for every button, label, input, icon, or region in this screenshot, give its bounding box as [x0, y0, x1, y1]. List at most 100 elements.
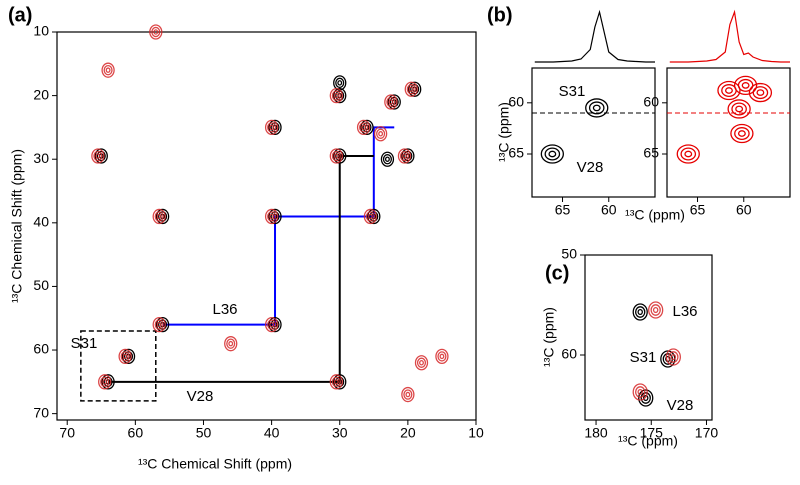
peak-contour	[640, 392, 651, 404]
y-tick-label: 60	[508, 94, 524, 110]
peak-contour	[103, 64, 113, 76]
peak-contour	[270, 319, 280, 330]
peak-contour	[548, 150, 557, 158]
peak-contour	[389, 96, 399, 108]
peak-contour	[635, 306, 646, 318]
projection-trace	[534, 9, 655, 63]
peak	[224, 336, 238, 352]
peak-contour	[359, 122, 369, 133]
y-tick-label: 60	[643, 94, 659, 110]
peak	[329, 87, 343, 104]
peak	[333, 87, 347, 104]
peak-contour	[365, 211, 375, 222]
peak-contour	[269, 213, 275, 220]
peak-contour	[270, 122, 280, 133]
peak-contour	[228, 340, 234, 347]
peak	[152, 316, 166, 333]
peak-contour	[270, 211, 280, 222]
peak-contour	[399, 150, 410, 162]
peak	[727, 99, 751, 119]
y-tick-label: 65	[508, 145, 524, 161]
peak-contour	[103, 376, 113, 388]
y-tick-label: 10	[33, 23, 49, 39]
peak-contour	[382, 154, 392, 165]
peak	[397, 148, 412, 164]
peak	[356, 119, 371, 136]
peak-contour	[151, 26, 161, 38]
y-tick-label: 30	[33, 150, 49, 166]
peak	[367, 208, 381, 225]
peak-contour	[752, 86, 769, 100]
x-tick-label: 20	[400, 425, 416, 441]
peak-contour	[105, 67, 111, 73]
peak	[152, 208, 166, 225]
x-tick-label: 10	[468, 425, 484, 441]
peak-contour	[120, 351, 130, 362]
peak-contour	[269, 321, 275, 328]
peak	[155, 208, 170, 225]
plot-frame	[56, 31, 477, 421]
peak-label: S31	[559, 83, 586, 100]
panel-label: (b)	[487, 4, 513, 26]
peak-label: L36	[672, 303, 697, 320]
plot-frame	[666, 67, 791, 198]
peak-contour	[734, 127, 750, 141]
peak-contour	[335, 77, 345, 89]
peak-contour	[100, 376, 110, 388]
x-tick-label: 65	[555, 202, 571, 218]
x-tick-label: 30	[332, 425, 348, 441]
x-axis-label: ¹³C (ppm)	[625, 207, 685, 223]
peak-contour	[637, 388, 643, 396]
peak-contour	[153, 29, 159, 35]
peak	[101, 374, 115, 390]
peak-contour	[367, 213, 373, 220]
peak-contour	[378, 131, 384, 137]
peak-contour	[403, 150, 413, 162]
peak	[717, 80, 741, 101]
peak-contour	[637, 308, 643, 316]
peak	[329, 148, 343, 164]
peak-contour	[384, 156, 390, 162]
peak-contour	[102, 379, 108, 385]
x-tick-label: 40	[264, 425, 280, 441]
peak-contour	[408, 86, 414, 92]
peak	[121, 348, 136, 365]
peak-contour	[267, 211, 277, 222]
peak-contour	[741, 82, 750, 89]
peak-contour	[588, 101, 605, 115]
panel-label: (a)	[8, 4, 32, 26]
peak-contour	[652, 306, 659, 314]
peak-contour	[592, 104, 601, 112]
peak-contour	[416, 357, 427, 368]
peak-contour	[635, 386, 646, 398]
peak-contour	[337, 80, 343, 86]
y-tick-label: 60	[561, 346, 577, 362]
x-axis-label: ¹³C (ppm)	[618, 433, 678, 449]
peak	[149, 24, 163, 40]
peak-contour	[331, 150, 341, 162]
peak	[676, 144, 700, 164]
peak	[748, 82, 773, 103]
peak	[665, 348, 681, 366]
x-tick-label: 175	[640, 425, 664, 441]
peak-contour	[402, 153, 407, 159]
peak-contour	[544, 147, 561, 161]
peak	[435, 348, 449, 365]
walk-label: L36	[212, 301, 237, 318]
peak-contour	[406, 84, 416, 95]
peak-contour	[756, 89, 765, 96]
peak-contour	[670, 353, 677, 361]
peak	[540, 144, 564, 164]
peak-label: S31	[71, 335, 98, 352]
x-tick-label: 60	[736, 202, 752, 218]
y-tick-label: 50	[561, 246, 577, 262]
peak-contour	[93, 150, 103, 162]
peak	[733, 75, 758, 96]
y-tick-label: 70	[33, 404, 49, 420]
peak-contour	[668, 351, 679, 363]
peak	[118, 348, 132, 365]
peak-contour	[405, 391, 411, 398]
panel-label: (c)	[545, 262, 569, 284]
peak	[264, 119, 279, 136]
peak-contour	[269, 124, 275, 131]
